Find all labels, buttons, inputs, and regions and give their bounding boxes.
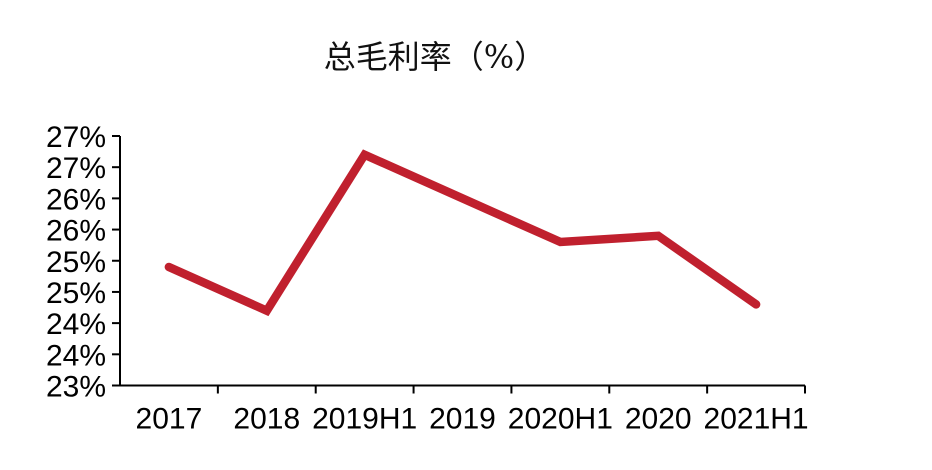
y-tick-label: 27% — [46, 152, 106, 185]
chart-title: 总毛利率（%） — [323, 38, 547, 76]
gross-margin-line — [164, 149, 761, 317]
y-tick-label: 24% — [46, 339, 106, 372]
y-tick-label: 25% — [46, 246, 106, 279]
x-tick-label: 2017 — [136, 403, 203, 436]
x-tick-label: 2020H1 — [508, 403, 613, 436]
x-tick-label: 2021H1 — [704, 403, 809, 436]
y-tick-label: 24% — [46, 308, 106, 341]
y-tick-label: 23% — [46, 371, 106, 404]
x-tick-label: 2020 — [625, 403, 692, 436]
y-tick-label: 25% — [46, 277, 106, 310]
x-tick-label: 2019 — [429, 403, 496, 436]
y-tick-label: 26% — [46, 183, 106, 216]
x-tick-label: 2019H1 — [312, 403, 417, 436]
x-tick-label: 2018 — [233, 403, 300, 436]
axis-lines — [119, 136, 805, 387]
y-tick-label: 27% — [46, 121, 106, 154]
y-tick-label: 26% — [46, 215, 106, 248]
